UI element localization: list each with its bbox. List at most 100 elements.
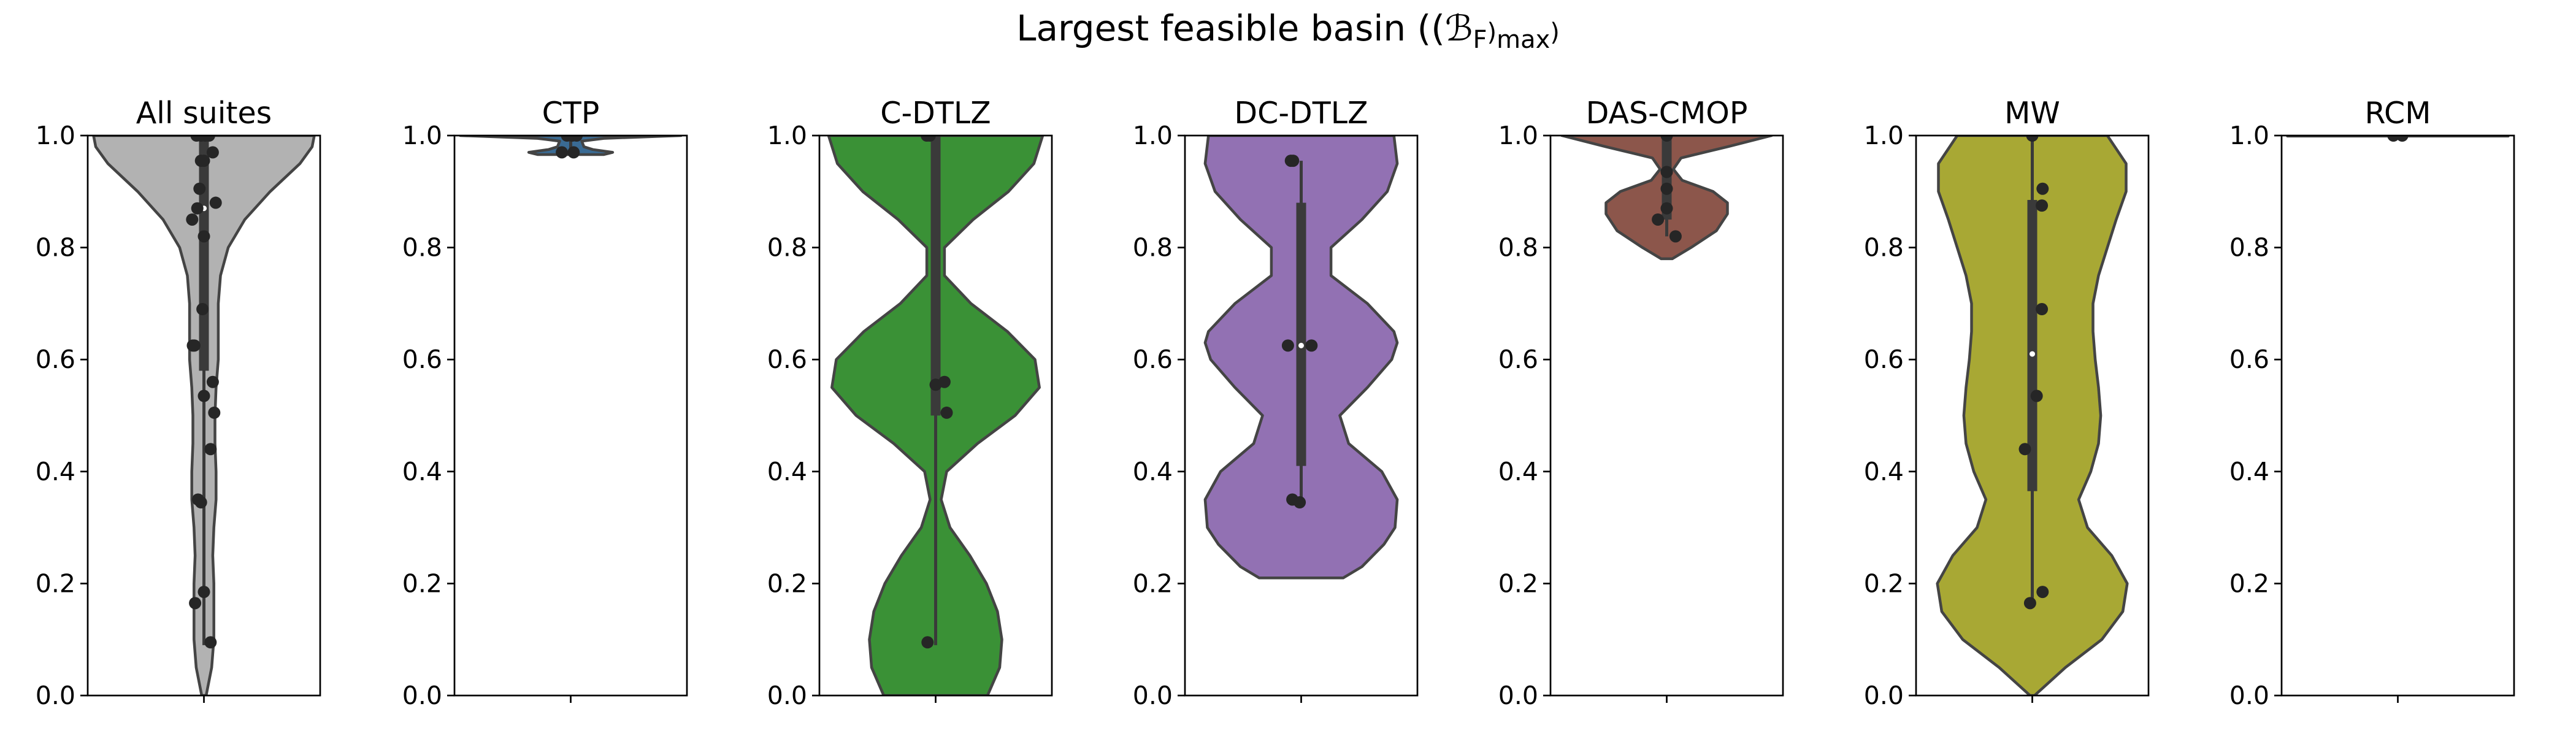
data-point <box>204 636 217 649</box>
iqr-box <box>930 136 941 416</box>
median-marker <box>2030 351 2035 357</box>
data-point <box>2018 443 2031 456</box>
data-point <box>1287 155 1300 167</box>
data-point <box>2396 136 2409 142</box>
data-point <box>189 597 202 610</box>
data-point <box>204 443 217 456</box>
data-point <box>186 213 199 226</box>
data-point <box>197 155 210 167</box>
y-tick-label: 0.6 <box>1498 345 1538 374</box>
data-point <box>208 406 221 419</box>
y-tick-label: 0.4 <box>402 457 442 486</box>
data-point <box>2036 182 2049 195</box>
data-point <box>193 182 206 195</box>
plot-area <box>459 136 683 159</box>
plot-area <box>1936 136 2129 696</box>
y-tick-label: 0.2 <box>402 569 442 598</box>
data-point <box>188 339 201 352</box>
y-tick-label: 0.4 <box>1133 457 1173 486</box>
data-point <box>570 136 583 142</box>
y-tick-label: 0.0 <box>402 681 442 710</box>
data-point <box>921 636 934 649</box>
panel-c-dtlz: 0.0 0.2 0.4 0.6 0.8 1.0 C-DTLZ <box>767 96 1053 710</box>
y-tick-label: 0.2 <box>1864 569 1904 598</box>
data-point <box>2036 586 2049 599</box>
panel-das-cmop: 0.0 0.2 0.4 0.6 0.8 1.0 DAS-CMOP <box>1498 96 1784 710</box>
data-point <box>1294 496 1306 509</box>
y-tick-label: 0.8 <box>1498 233 1538 263</box>
iqr-box <box>2027 199 2037 491</box>
data-point <box>209 196 222 209</box>
data-point <box>1660 136 1673 142</box>
y-tick-label: 1.0 <box>767 121 807 150</box>
y-tick-label: 1.0 <box>1864 121 1904 150</box>
y-tick-label: 0.0 <box>1864 681 1904 710</box>
data-point <box>202 136 215 142</box>
panels: 0.0 0.2 0.4 0.6 0.8 1.0 All suites 0.0 0.2 0.4 0.6… <box>36 96 2515 710</box>
panel-title: DC-DTLZ <box>1234 96 1368 131</box>
data-point <box>2036 199 2049 212</box>
y-tick-label: 0.2 <box>36 569 75 598</box>
data-point <box>1305 339 1318 352</box>
data-point <box>196 303 209 316</box>
panel-title: C-DTLZ <box>880 96 991 131</box>
y-tick-label: 1.0 <box>2229 121 2269 150</box>
plot-area <box>1560 136 1773 261</box>
panel-title: MW <box>2004 96 2060 131</box>
y-tick-label: 0.0 <box>2229 681 2269 710</box>
axes-frame <box>453 134 688 697</box>
data-point <box>1652 213 1665 226</box>
y-tick-label: 1.0 <box>1133 121 1173 150</box>
y-tick-label: 0.8 <box>2229 233 2269 263</box>
data-point <box>1660 182 1673 195</box>
panel-title: All suites <box>136 96 272 131</box>
panel-ctp: 0.0 0.2 0.4 0.6 0.8 1.0 CTP <box>402 96 688 710</box>
axes-frame <box>2280 134 2515 697</box>
y-tick-label: 0.2 <box>1498 569 1538 598</box>
data-point <box>197 389 210 402</box>
y-tick-label: 0.8 <box>1133 233 1173 263</box>
data-point <box>194 496 207 509</box>
median-marker <box>1298 342 1304 348</box>
y-tick-label: 0.8 <box>767 233 807 263</box>
figure-title: Largest feasible basin ((ℬF)max) <box>1016 7 1560 54</box>
plot-area <box>827 136 1045 696</box>
y-tick-label: 1.0 <box>1498 121 1538 150</box>
y-tick-label: 1.0 <box>402 121 442 150</box>
iqr-box <box>1296 202 1306 466</box>
iqr-box <box>199 141 209 371</box>
plot-area <box>1203 136 1399 580</box>
data-point <box>206 375 219 388</box>
data-point <box>206 146 219 159</box>
y-tick-label: 0.4 <box>2229 457 2269 486</box>
data-point <box>940 406 953 419</box>
data-point <box>2026 136 2039 142</box>
y-tick-label: 0.2 <box>1133 569 1173 598</box>
y-tick-label: 0.6 <box>2229 345 2269 374</box>
data-point <box>1669 230 1682 243</box>
panel-title: DAS-CMOP <box>1586 96 1748 131</box>
data-point <box>556 146 569 159</box>
panel-rcm: 0.0 0.2 0.4 0.6 0.8 1.0 RCM <box>2229 96 2515 710</box>
data-point <box>567 146 580 159</box>
data-point <box>1660 166 1673 178</box>
data-point <box>197 230 210 243</box>
y-tick-label: 0.4 <box>1864 457 1904 486</box>
panel-mw: 0.0 0.2 0.4 0.6 0.8 1.0 MW <box>1864 96 2150 710</box>
y-tick-label: 0.6 <box>1133 345 1173 374</box>
y-tick-label: 0.6 <box>36 345 75 374</box>
plot-area <box>92 136 316 696</box>
data-point <box>1281 339 1294 352</box>
panel-all-suites: 0.0 0.2 0.4 0.6 0.8 1.0 All suites <box>36 96 321 710</box>
y-tick-label: 0.6 <box>767 345 807 374</box>
panel-dc-dtlz: 0.0 0.2 0.4 0.6 0.8 1.0 DC-DTLZ <box>1133 96 1419 710</box>
data-point <box>1660 202 1673 215</box>
y-tick-label: 0.2 <box>2229 569 2269 598</box>
y-tick-label: 0.8 <box>36 233 75 263</box>
y-tick-label: 0.4 <box>36 457 75 486</box>
y-tick-label: 1.0 <box>36 121 75 150</box>
data-point <box>2036 303 2049 316</box>
y-tick-label: 0.8 <box>402 233 442 263</box>
y-tick-label: 0.0 <box>1498 681 1538 710</box>
